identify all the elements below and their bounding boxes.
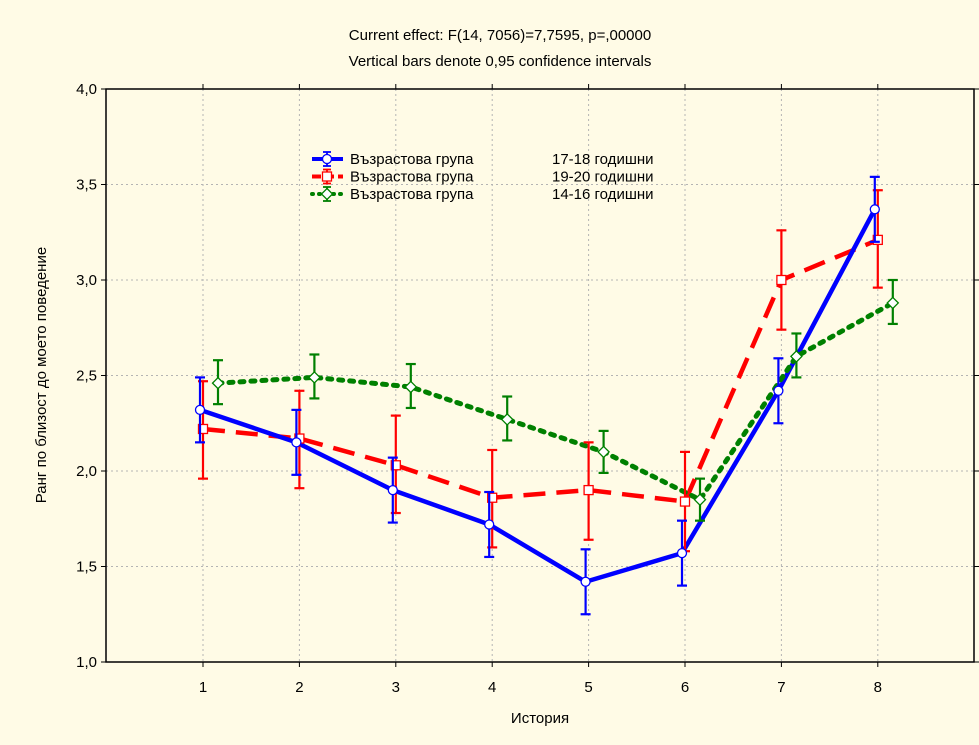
series-line <box>215 300 896 503</box>
x-tick-label: 4 <box>488 679 496 696</box>
x-tick-label: 7 <box>777 679 785 696</box>
data-point <box>404 380 418 394</box>
x-tick-label: 5 <box>584 679 592 696</box>
data-point <box>321 171 333 182</box>
data-point <box>679 496 691 507</box>
data-point <box>211 376 225 390</box>
data-point <box>321 153 333 165</box>
y-axis-label: Ранг по близост до моето поведение <box>33 247 50 503</box>
legend-label: Възрастова група <box>350 186 474 203</box>
series-line <box>199 208 877 585</box>
x-tick-label: 6 <box>681 679 689 696</box>
data-point <box>580 576 591 587</box>
data-point <box>773 385 784 396</box>
data-point <box>387 484 398 496</box>
series-line <box>202 237 879 504</box>
data-point <box>500 413 514 426</box>
y-tick-label: 3,0 <box>76 272 97 289</box>
data-point <box>307 370 321 384</box>
data-point <box>484 519 495 530</box>
data-point <box>320 187 334 201</box>
x-axis-label: История <box>511 710 569 727</box>
chart-title: Current effect: F(14, 7056)=7,7595, p=,0… <box>349 27 651 44</box>
data-point <box>583 484 594 496</box>
x-tick-label: 3 <box>392 679 400 696</box>
chart-subtitle: Vertical bars denote 0,95 confidence int… <box>349 53 652 70</box>
x-tick-label: 1 <box>199 679 207 696</box>
data-point <box>693 493 707 507</box>
plot-area <box>194 175 900 616</box>
data-point <box>869 204 880 215</box>
y-tick-label: 1,5 <box>76 559 97 576</box>
data-point <box>597 445 611 459</box>
y-tick-label: 4,0 <box>76 81 97 98</box>
y-tick-label: 2,0 <box>76 463 97 480</box>
data-point <box>872 234 883 246</box>
data-point <box>291 437 302 448</box>
data-point <box>487 492 498 503</box>
data-point <box>194 404 206 416</box>
y-tick-label: 1,0 <box>76 654 97 671</box>
legend-group-label: 14-16 годишни <box>552 186 654 203</box>
data-point <box>676 547 688 559</box>
y-tick-label: 2,5 <box>76 368 97 385</box>
legend-label: Възрастова група <box>350 151 474 168</box>
legend: Възрастова група 17-18 годишни Възрастова … <box>310 151 654 203</box>
legend-group-label: 17-18 годишни <box>552 151 654 168</box>
data-point <box>886 296 900 310</box>
y-tick-label: 3,5 <box>76 177 97 194</box>
data-point <box>776 274 787 286</box>
data-point <box>390 460 401 471</box>
x-tick-label: 2 <box>295 679 303 696</box>
data-point <box>789 349 803 363</box>
grid-lines <box>106 89 974 662</box>
legend-group-label: 19-20 годишни <box>552 169 654 186</box>
axes: 1,0 1,5 2,0 2,5 3,0 3,5 4,0 1 2 3 4 5 6 7 8 <box>76 81 979 696</box>
legend-label: Възрастова група <box>350 169 474 186</box>
data-point <box>197 423 209 435</box>
x-tick-label: 8 <box>874 679 882 696</box>
